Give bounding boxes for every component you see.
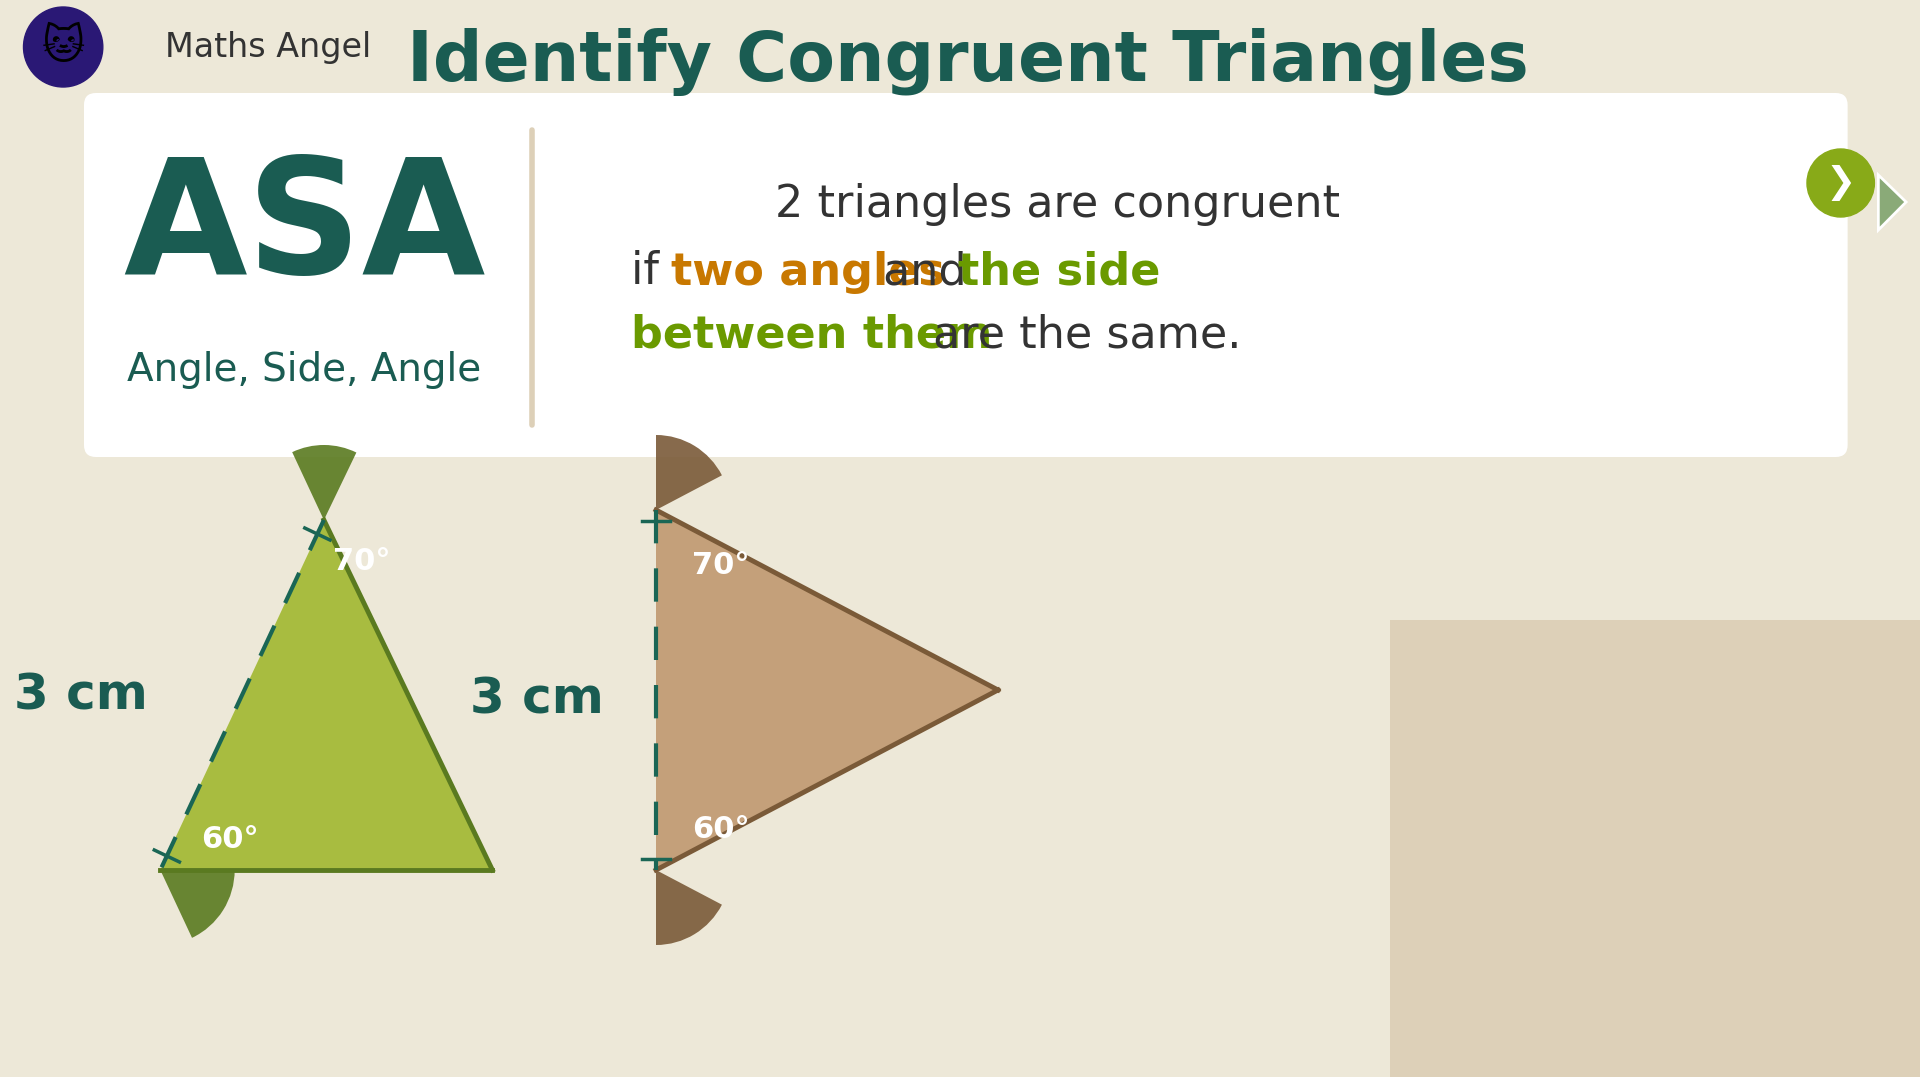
- Text: 3 cm: 3 cm: [13, 671, 148, 719]
- Circle shape: [23, 6, 104, 87]
- Text: Identify Congruent Triangles: Identify Congruent Triangles: [407, 28, 1528, 96]
- Wedge shape: [657, 870, 722, 945]
- Text: 70°: 70°: [691, 550, 749, 579]
- FancyBboxPatch shape: [84, 93, 1847, 457]
- Wedge shape: [292, 445, 357, 520]
- Wedge shape: [657, 435, 722, 510]
- Text: the side: the side: [958, 251, 1162, 294]
- Text: 60°: 60°: [202, 825, 259, 854]
- Text: Angle, Side, Angle: Angle, Side, Angle: [127, 351, 482, 389]
- Text: 2 triangles are congruent: 2 triangles are congruent: [776, 183, 1340, 226]
- Text: and: and: [870, 251, 981, 294]
- Polygon shape: [657, 510, 998, 870]
- Text: ASA: ASA: [123, 153, 486, 308]
- Text: if: if: [632, 251, 674, 294]
- Circle shape: [1807, 149, 1874, 216]
- Text: between them: between them: [632, 313, 993, 356]
- Text: are the same.: are the same.: [918, 313, 1240, 356]
- Wedge shape: [159, 870, 234, 938]
- Text: two angles: two angles: [670, 251, 945, 294]
- Text: 60°: 60°: [691, 815, 749, 844]
- Text: 3 cm: 3 cm: [470, 676, 605, 724]
- FancyBboxPatch shape: [1390, 620, 1920, 1077]
- Text: ❯: ❯: [1826, 165, 1857, 201]
- Text: Maths Angel: Maths Angel: [165, 30, 371, 64]
- Text: 🐱: 🐱: [42, 26, 84, 68]
- Polygon shape: [159, 520, 492, 870]
- Text: 70°: 70°: [332, 547, 390, 576]
- Polygon shape: [1878, 174, 1907, 230]
